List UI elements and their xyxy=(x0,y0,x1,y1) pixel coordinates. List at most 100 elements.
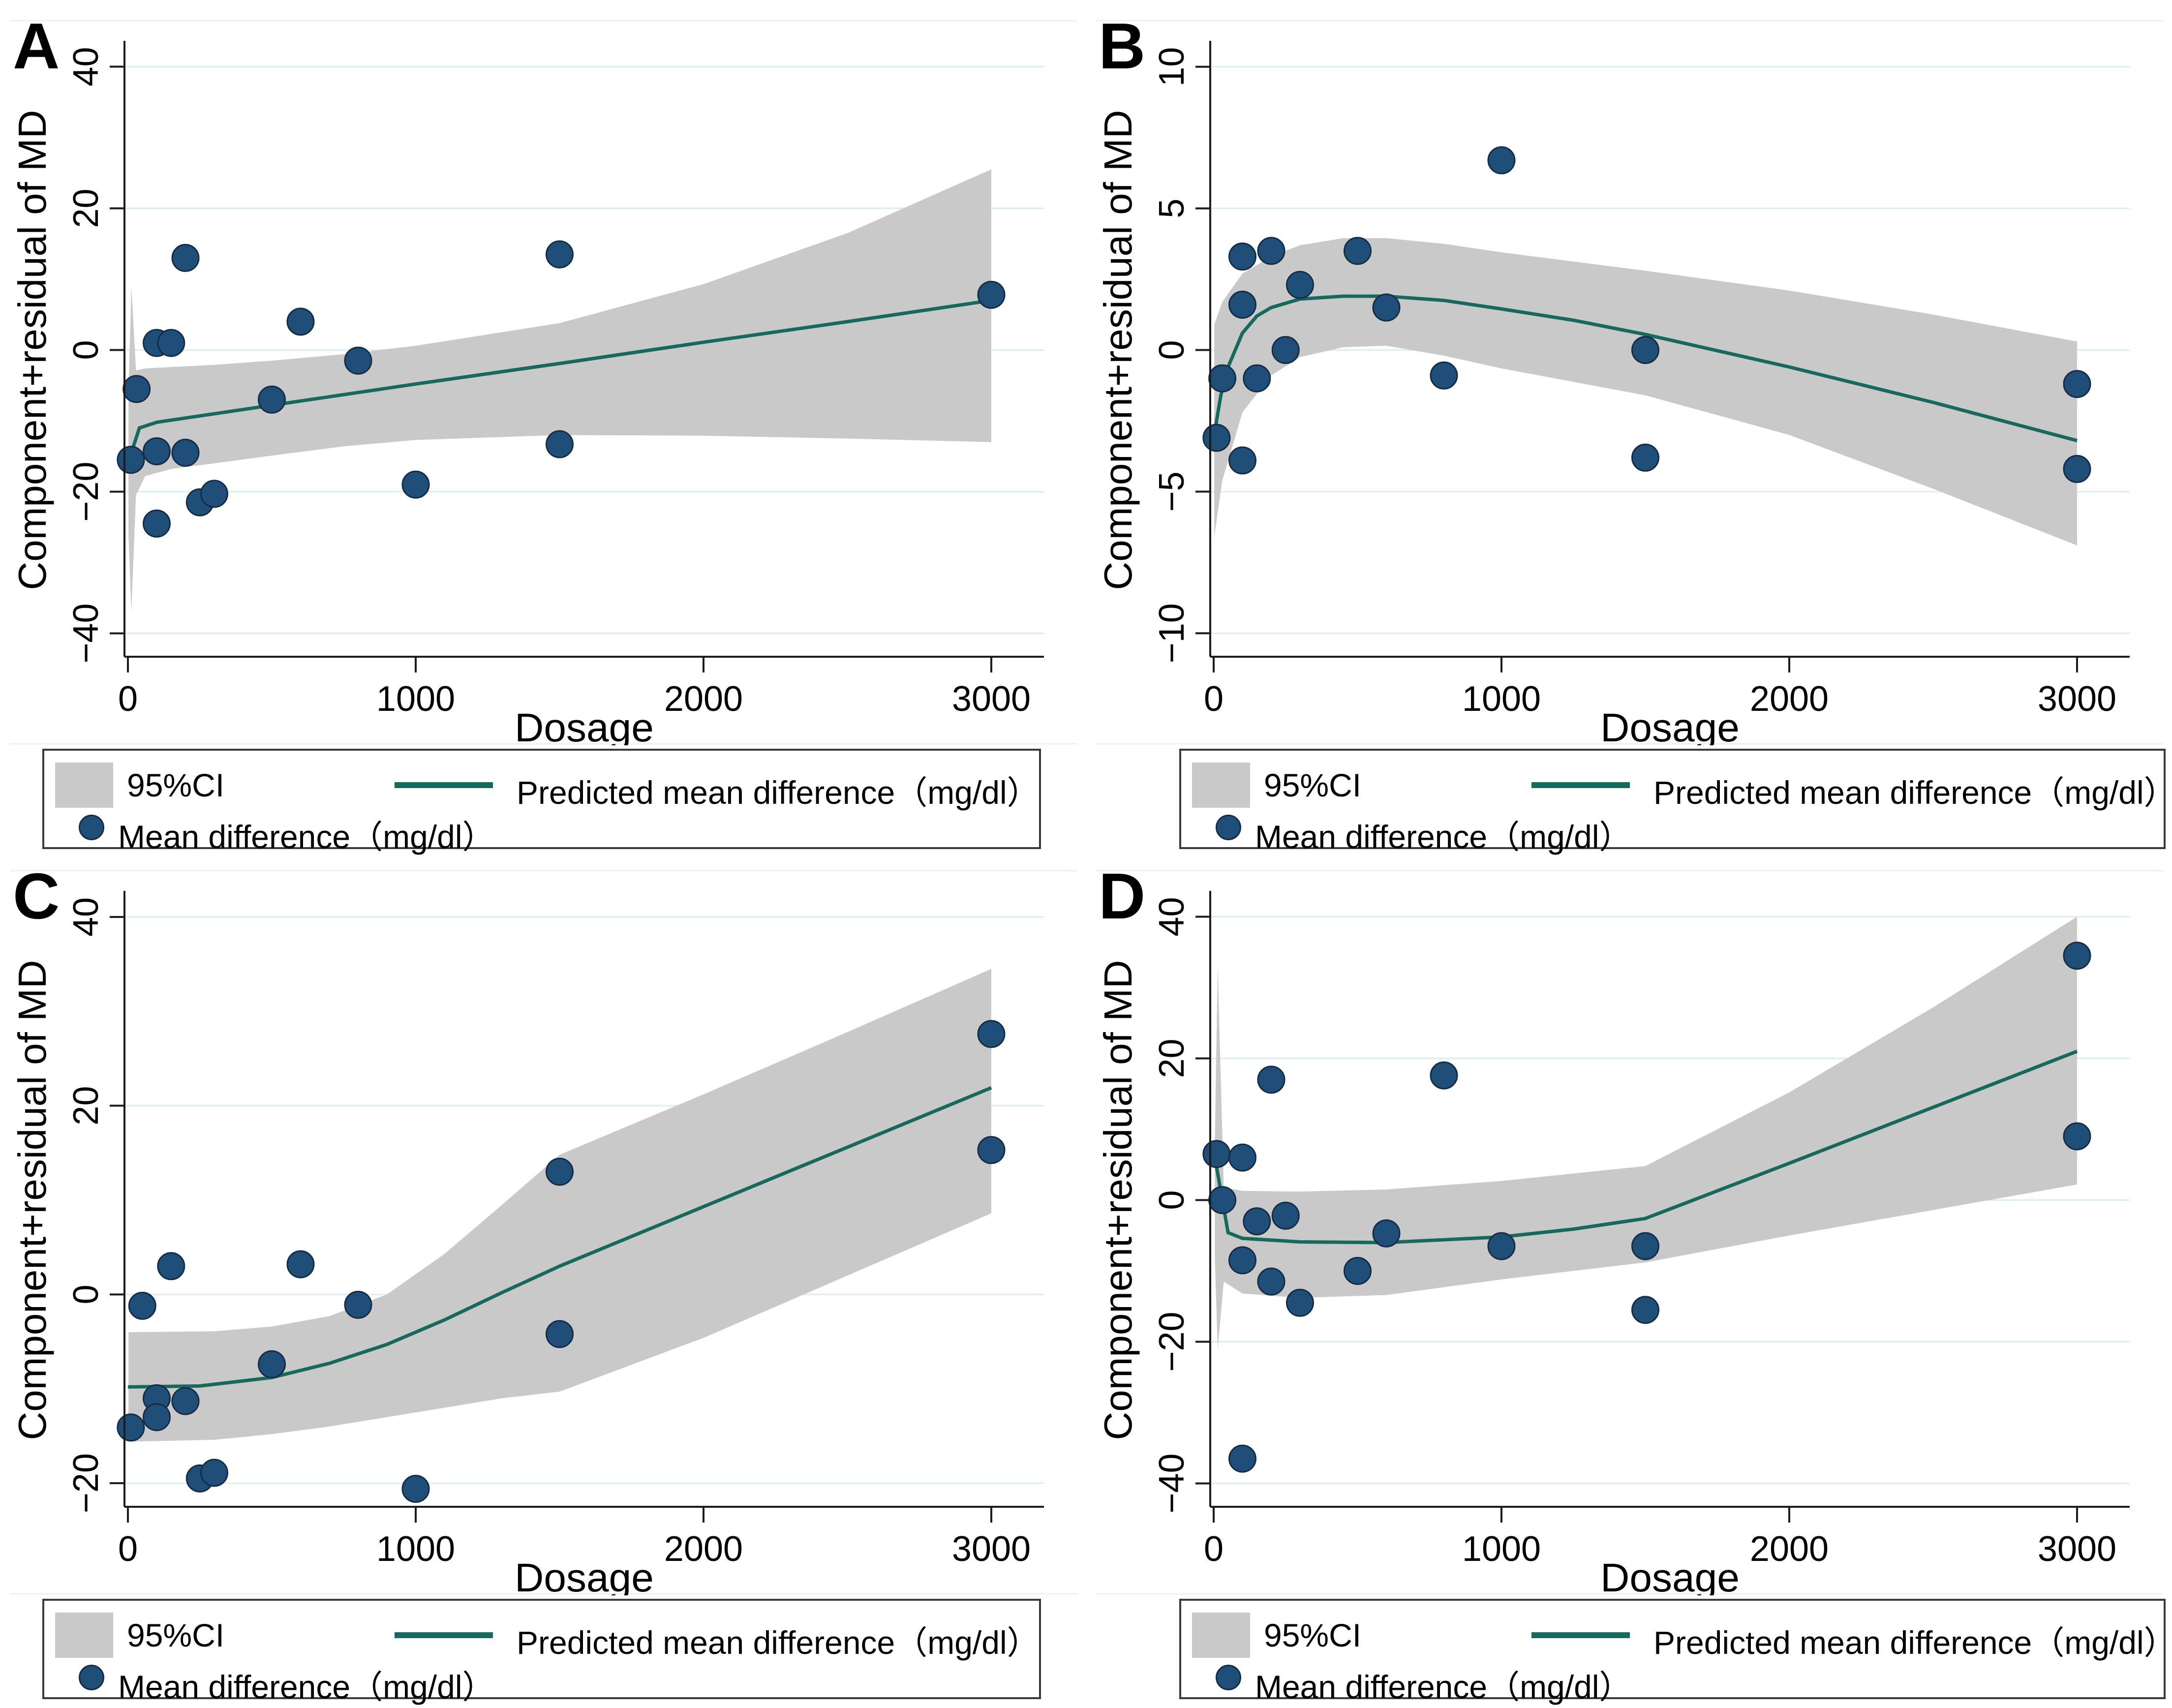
data-point xyxy=(1631,443,1659,472)
data-point xyxy=(546,240,574,269)
data-point xyxy=(977,1020,1006,1048)
data-point xyxy=(1228,1143,1256,1172)
data-point xyxy=(128,1291,156,1320)
ci-band xyxy=(128,169,992,612)
data-point xyxy=(1487,146,1516,175)
data-point xyxy=(2063,455,2091,483)
data-point xyxy=(1631,1296,1659,1324)
y-tick-label: −20 xyxy=(66,461,106,521)
y-tick-label: 20 xyxy=(66,1086,106,1126)
y-axis-title: Component+residual of MD xyxy=(1096,960,1140,1440)
data-point xyxy=(344,1290,372,1319)
predicted-line-swatch xyxy=(395,782,493,788)
data-point xyxy=(1202,1140,1231,1168)
x-tick-label: 3000 xyxy=(2038,1529,2116,1569)
data-point xyxy=(171,1387,200,1415)
scatter-chart-d: −40 −20 0 20 40 0 1000 2000 3000 Dosage Component+… xyxy=(1096,870,2163,1595)
x-axis-ticks: 0 1000 2000 3000 xyxy=(118,1507,1031,1569)
y-axis-ticks: −10 −5 0 5 10 xyxy=(1152,47,1210,663)
data-point xyxy=(401,470,430,499)
data-point xyxy=(1208,1186,1237,1214)
data-point xyxy=(1344,237,1372,265)
predicted-line-swatch xyxy=(395,1632,493,1638)
data-point xyxy=(1286,1288,1314,1317)
legend-a: 95%CI Predicted mean difference（mg/dl） M… xyxy=(42,749,1041,855)
x-axis-ticks: 0 1000 2000 3000 xyxy=(118,657,1031,719)
data-point xyxy=(117,446,145,474)
data-point xyxy=(171,438,200,467)
data-point xyxy=(2063,370,2091,398)
data-point xyxy=(200,1459,228,1487)
y-tick-label: 0 xyxy=(1152,340,1192,360)
x-tick-label: 0 xyxy=(118,679,138,719)
predicted-mean-line xyxy=(1212,294,2078,443)
data-point xyxy=(546,430,574,458)
data-point xyxy=(1430,361,1458,390)
ci-band-label: 95%CI xyxy=(127,767,225,803)
predicted-line-label: Predicted mean difference（mg/dl） xyxy=(1653,774,2172,811)
y-tick-label: 40 xyxy=(66,897,106,937)
data-point xyxy=(1271,1201,1300,1230)
legend-d: 95%CI Predicted mean difference（mg/dl） M… xyxy=(1179,1599,2172,1705)
mean-difference-dot-swatch xyxy=(1216,815,1241,840)
x-tick-label: 1000 xyxy=(1462,679,1541,719)
ci-band-swatch xyxy=(55,762,113,808)
x-axis-title: Dosage xyxy=(515,705,654,745)
ci-band xyxy=(1215,916,2077,1349)
x-axis-ticks: 0 1000 2000 3000 xyxy=(1204,657,2116,719)
panel-d: −40 −20 0 20 40 0 1000 2000 3000 Dosage Component+… xyxy=(1086,850,2172,1705)
y-axis-ticks: −20 0 20 40 xyxy=(66,897,124,1513)
data-point xyxy=(200,480,228,508)
ci-band xyxy=(128,969,992,1442)
data-point xyxy=(1286,271,1314,299)
data-point xyxy=(344,346,372,375)
data-point xyxy=(1257,1267,1285,1296)
data-point xyxy=(143,509,171,538)
data-point xyxy=(546,1158,574,1186)
mean-difference-label: Mean difference（mg/dl） xyxy=(1255,1669,1632,1705)
data-point xyxy=(1257,1066,1285,1094)
y-tick-label: 20 xyxy=(66,188,106,228)
data-point xyxy=(1228,1246,1256,1275)
panel-label-c: C xyxy=(13,860,60,932)
panel-b: −10 −5 0 5 10 0 1000 2000 3000 Dosage Component+re… xyxy=(1086,0,2172,855)
data-point xyxy=(1487,1232,1516,1260)
data-point xyxy=(157,329,185,357)
data-point xyxy=(1271,336,1300,364)
predicted-line-swatch xyxy=(1531,782,1630,788)
panel-a: −40 −20 0 20 40 0 1000 2000 3000 Dosage Component+… xyxy=(0,0,1086,855)
ci-band-swatch xyxy=(55,1613,113,1658)
x-tick-label: 2000 xyxy=(664,679,743,719)
data-point xyxy=(1208,364,1237,393)
x-tick-label: 2000 xyxy=(1750,679,1829,719)
predicted-mean-line xyxy=(127,1086,992,1389)
data-point xyxy=(1202,424,1231,452)
data-point xyxy=(1430,1061,1458,1090)
panel-label-b: B xyxy=(1099,10,1146,82)
data-point xyxy=(1631,336,1659,364)
data-point xyxy=(1243,364,1271,393)
mean-difference-dot-swatch xyxy=(79,1665,104,1690)
y-axis-title: Component+residual of MD xyxy=(1096,110,1140,590)
mean-difference-label: Mean difference（mg/dl） xyxy=(118,1669,495,1705)
y-tick-label: 0 xyxy=(1152,1190,1192,1210)
data-point xyxy=(122,375,151,403)
data-point xyxy=(117,1413,145,1442)
y-tick-label: −20 xyxy=(66,1453,106,1513)
predicted-line-label: Predicted mean difference（mg/dl） xyxy=(517,1624,1040,1661)
data-point xyxy=(143,1403,171,1432)
data-point xyxy=(286,1250,315,1279)
ci-band-swatch xyxy=(1192,762,1250,808)
ci-band-swatch xyxy=(1192,1613,1250,1658)
y-tick-label: 20 xyxy=(1152,1038,1192,1078)
data-point xyxy=(258,385,286,414)
y-axis-title: Component+residual of MD xyxy=(10,960,54,1440)
y-tick-label: −40 xyxy=(1152,1453,1192,1513)
x-tick-label: 0 xyxy=(1204,679,1224,719)
y-tick-label: 5 xyxy=(1152,199,1192,218)
y-tick-label: −20 xyxy=(1152,1312,1192,1372)
data-point xyxy=(157,1252,185,1281)
panel-label-a: A xyxy=(13,10,60,82)
x-tick-label: 1000 xyxy=(376,679,455,719)
ci-band-label: 95%CI xyxy=(127,1617,225,1653)
